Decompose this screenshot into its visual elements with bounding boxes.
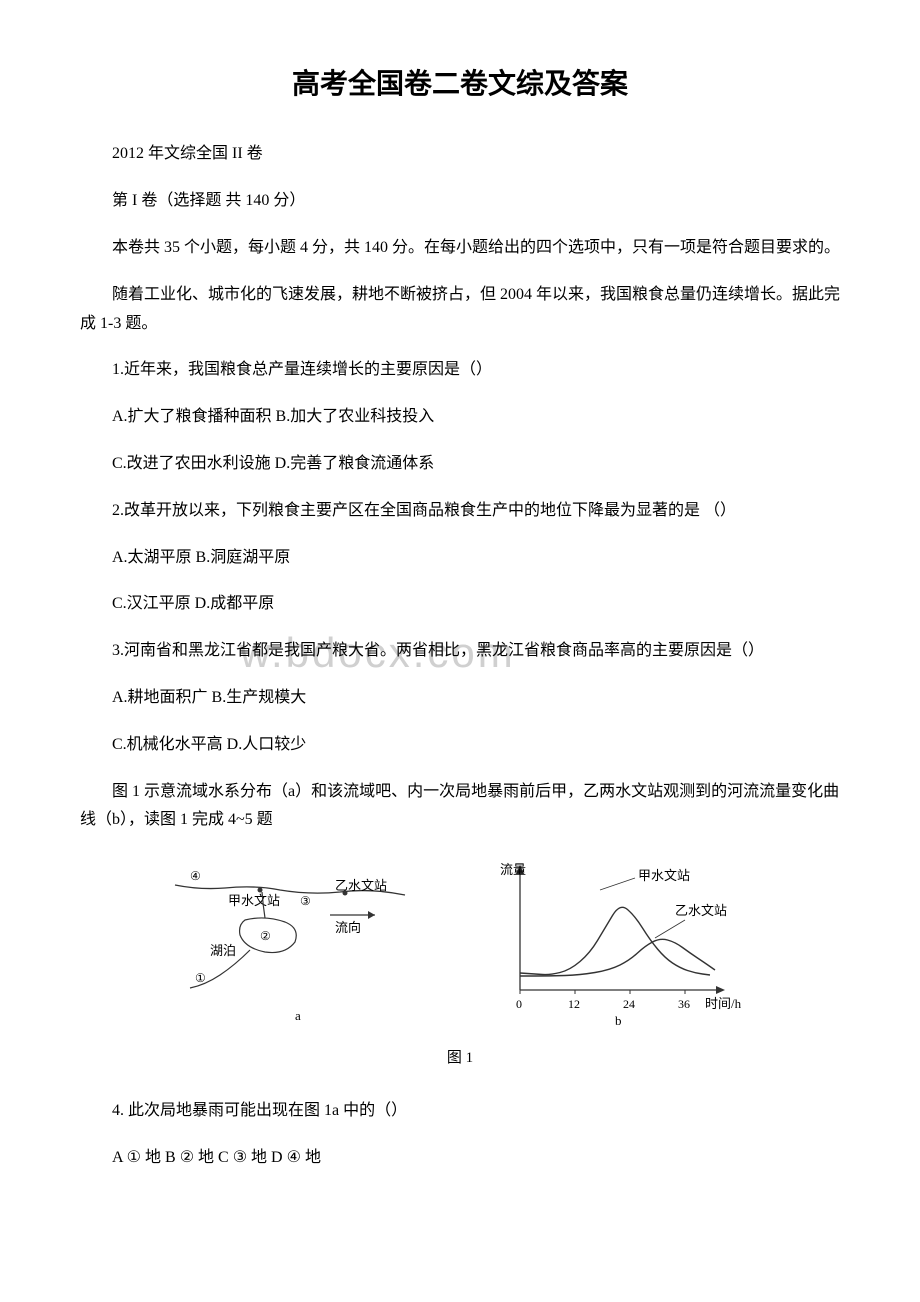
question-4-options: A ① 地 B ② 地 C ③ 地 D ④ 地	[80, 1144, 840, 1173]
passage-1: 随着工业化、城市化的飞速发展，耕地不断被挤占，但 2004 年以来，我国粮食总量…	[80, 281, 840, 339]
flow-direction-label: 流向	[335, 920, 361, 935]
subtitle: 2012 年文综全国 II 卷	[80, 140, 840, 169]
marker-1: ①	[195, 971, 206, 985]
figure-1-container: ④ 甲水文站 ③ 乙水文站 流向 ② 湖泊 ①	[80, 860, 840, 1030]
tick-24: 24	[623, 997, 635, 1011]
tick-0: 0	[516, 997, 522, 1011]
question-2-options-ab: A.太湖平原 B.洞庭湖平原	[80, 544, 840, 573]
question-4: 4. 此次局地暴雨可能出现在图 1a 中的（）	[80, 1097, 840, 1126]
document-content: 高考全国卷二卷文综及答案 2012 年文综全国 II 卷 第 I 卷（选择题 共…	[80, 60, 840, 1173]
figure-1-caption: 图 1	[80, 1045, 840, 1072]
question-3: 3.河南省和黑龙江省都是我国产粮大省。两省相比，黑龙江省粮食商品率高的主要原因是…	[80, 637, 840, 666]
passage-2: 图 1 示意流域水系分布（a）和该流域吧、内一次局地暴雨前后甲，乙两水文站观测到…	[80, 778, 840, 836]
curve-yi-label: 乙水文站	[675, 903, 727, 918]
curve-jia-label: 甲水文站	[638, 868, 690, 883]
marker-2: ②	[260, 929, 271, 943]
diagram-a-label: a	[295, 1008, 301, 1023]
instructions: 本卷共 35 个小题，每小题 4 分，共 140 分。在每小题给出的四个选项中，…	[80, 234, 840, 263]
marker-3: ③	[300, 894, 311, 908]
question-3-options-cd: C.机械化水平高 D.人口较少	[80, 731, 840, 760]
diagram-b-hydrograph: 流量 时间/h 0 12 24 36 甲水文站 乙水文站 b	[490, 860, 750, 1030]
question-1-options-cd: C.改进了农田水利设施 D.完善了粮食流通体系	[80, 450, 840, 479]
question-1-options-ab: A.扩大了粮食播种面积 B.加大了农业科技投入	[80, 403, 840, 432]
question-1: 1.近年来，我国粮食总产量连续增长的主要原因是（）	[80, 356, 840, 385]
tick-36: 36	[678, 997, 690, 1011]
y-axis-label: 流量	[500, 862, 526, 877]
diagram-b-label: b	[615, 1013, 622, 1028]
document-title: 高考全国卷二卷文综及答案	[80, 60, 840, 110]
section-header: 第 I 卷（选择题 共 140 分）	[80, 187, 840, 216]
station-yi-label: 乙水文站	[335, 878, 387, 893]
question-2-options-cd: C.汉江平原 D.成都平原	[80, 590, 840, 619]
station-jia-label: 甲水文站	[228, 893, 280, 908]
question-3-options-ab: A.耕地面积广 B.生产规模大	[80, 684, 840, 713]
lake-label: 湖泊	[210, 943, 236, 958]
marker-4: ④	[190, 869, 201, 883]
tick-12: 12	[568, 997, 580, 1011]
diagram-a-river-system: ④ 甲水文站 ③ 乙水文站 流向 ② 湖泊 ①	[170, 860, 430, 1030]
x-axis-label: 时间/h	[705, 996, 742, 1011]
question-2: 2.改革开放以来，下列粮食主要产区在全国商品粮食生产中的地位下降最为显著的是 （…	[80, 497, 840, 526]
